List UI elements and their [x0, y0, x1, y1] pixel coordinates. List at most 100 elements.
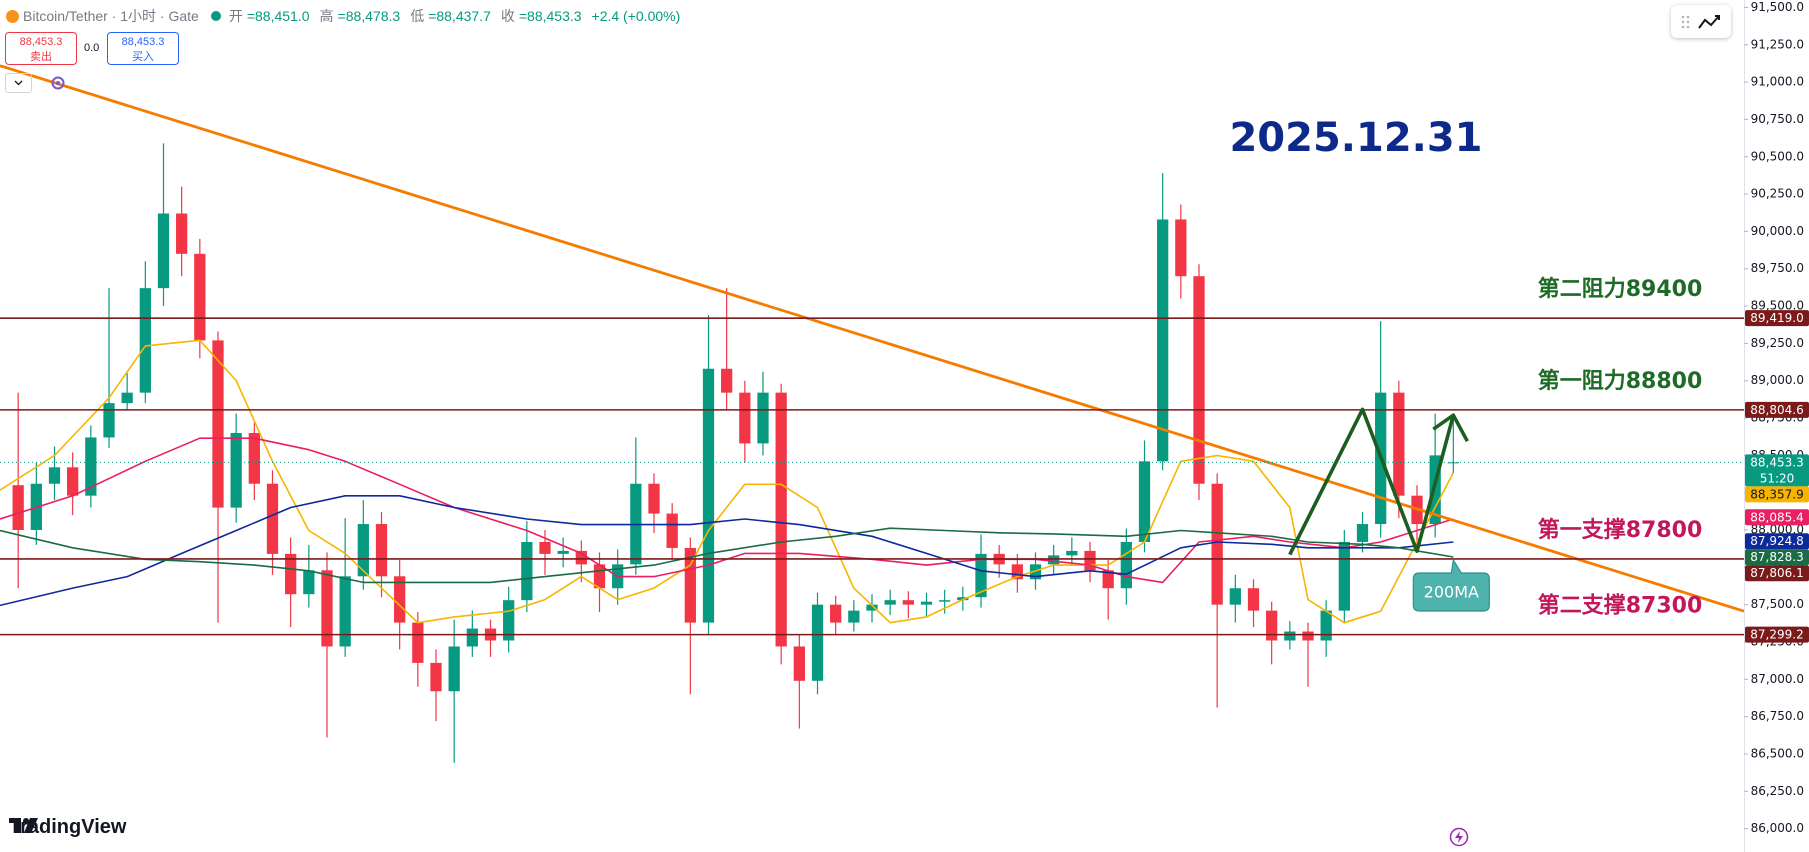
candle-body: [248, 432, 260, 484]
logo[interactable]: TradingView: [9, 816, 126, 839]
candle-body: [1084, 550, 1096, 571]
moving-average: [0, 495, 1454, 607]
candle-body: [139, 288, 151, 393]
refresh-icon[interactable]: [50, 75, 66, 91]
status-dot: [210, 11, 221, 21]
ohlc-value: =88,451.0: [246, 8, 310, 24]
trend-line: [0, 64, 1744, 613]
candle-body: [575, 550, 587, 565]
candle-body: [1247, 588, 1260, 611]
buy-price: 88,453.3: [121, 36, 165, 48]
drawing-widget[interactable]: [1671, 5, 1731, 38]
zigzag-arrowhead: [1432, 413, 1469, 443]
candle-body: [303, 570, 315, 595]
sell-price: 88,453.3: [19, 36, 63, 48]
lightning-icon[interactable]: [1449, 827, 1469, 847]
ohlc-label: 收: [500, 8, 515, 24]
candle-body: [85, 437, 97, 496]
candle-body: [902, 600, 914, 605]
candle-body: [266, 483, 279, 554]
candle-body: [1011, 564, 1023, 580]
symbol[interactable]: Bitcoin/Tether · 1小时 · Gate: [23, 8, 199, 24]
collapse-button[interactable]: [5, 73, 32, 93]
candle-body: [539, 541, 551, 554]
y-tick-label: 86,250.0: [1751, 784, 1804, 798]
y-tick-label: 86,500.0: [1751, 746, 1804, 760]
candle-body: [1302, 631, 1314, 641]
ohlc-value: =88,453.3: [518, 8, 582, 24]
price-tag: [1745, 509, 1809, 526]
level-annotation: 第二支撑87300: [1538, 593, 1703, 619]
candle-body: [1447, 462, 1459, 464]
candle-body: [739, 392, 751, 444]
price-tag-label: 87,828.3: [1750, 550, 1803, 564]
candle-body: [321, 570, 333, 647]
candle-body: [48, 467, 61, 484]
y-tick-label: 91,250.0: [1751, 37, 1804, 51]
candle-body: [1393, 392, 1405, 496]
candle-body: [121, 392, 133, 404]
candle-body: [702, 368, 715, 623]
candle-body: [1138, 461, 1151, 542]
y-tick-label: 90,500.0: [1751, 149, 1804, 163]
candle-body: [394, 576, 406, 623]
candle-body: [793, 646, 805, 681]
spread: 0.0: [84, 42, 100, 54]
candle-body: [12, 485, 24, 531]
price-tag: [1745, 401, 1809, 418]
moving-average: [0, 437, 1454, 584]
price-tag: [1745, 486, 1809, 503]
candle-body: [1338, 541, 1350, 611]
candle-body: [593, 564, 606, 589]
candle-body: [176, 213, 188, 254]
candle-body: [1266, 610, 1278, 641]
sell-label: 卖出: [30, 51, 52, 63]
price-tag-label: 87,806.1: [1750, 566, 1803, 580]
candle-body: [466, 628, 478, 647]
price-tag-label: 88,804.6: [1750, 403, 1803, 417]
moving-average: [0, 339, 1455, 624]
candle-body: [1211, 483, 1223, 605]
ohlc-value: =88,478.3: [337, 8, 401, 24]
candle-body: [830, 604, 842, 623]
coin-icon: [6, 9, 19, 23]
price-tag: [1745, 626, 1809, 643]
candle-body: [1120, 541, 1132, 589]
y-tick-label: 87,000.0: [1751, 672, 1804, 686]
y-tick-label: 90,000.0: [1751, 224, 1804, 238]
y-tick-label: 91,500.0: [1751, 0, 1804, 14]
price-tag-label: 87,924.8: [1750, 534, 1803, 548]
callout-box: [1412, 558, 1490, 612]
sell-button[interactable]: 88,453.3 卖出: [5, 32, 77, 65]
candle-body: [285, 553, 297, 595]
candle-body: [920, 601, 933, 605]
y-tick-label: 90,250.0: [1751, 187, 1804, 201]
candle-body: [1193, 276, 1205, 484]
candle-body: [1356, 524, 1369, 542]
candle-body: [1157, 219, 1169, 462]
candle-body: [521, 541, 533, 601]
price-tag-label: 88,085.4: [1750, 510, 1803, 524]
candle-body: [648, 483, 660, 514]
candle-body: [1029, 564, 1042, 580]
change: +2.4 (+0.00%): [591, 8, 681, 24]
ohlc-label: 低: [410, 8, 425, 24]
candle-body: [811, 604, 824, 681]
brand: TradingView: [9, 816, 127, 838]
candle-body: [67, 467, 79, 496]
candle-body: [412, 622, 424, 663]
candle-body: [357, 524, 369, 577]
candle-body: [721, 368, 733, 393]
y-tick-label: 86,750.0: [1751, 709, 1804, 723]
candle-body: [212, 340, 224, 508]
widget-icon: [1681, 15, 1720, 29]
y-tick-label: 86,000.0: [1751, 821, 1804, 835]
price-tag-label: 88,357.9: [1750, 487, 1803, 501]
buy-button[interactable]: 88,453.3 买入: [107, 32, 179, 65]
candle-body: [230, 432, 242, 508]
ohlc-label: 高: [319, 8, 334, 24]
ohlc-value: =88,437.7: [428, 8, 491, 24]
price-tag: [1745, 533, 1809, 550]
y-tick-label: 89,250.0: [1751, 336, 1804, 350]
candle-body: [339, 576, 351, 647]
